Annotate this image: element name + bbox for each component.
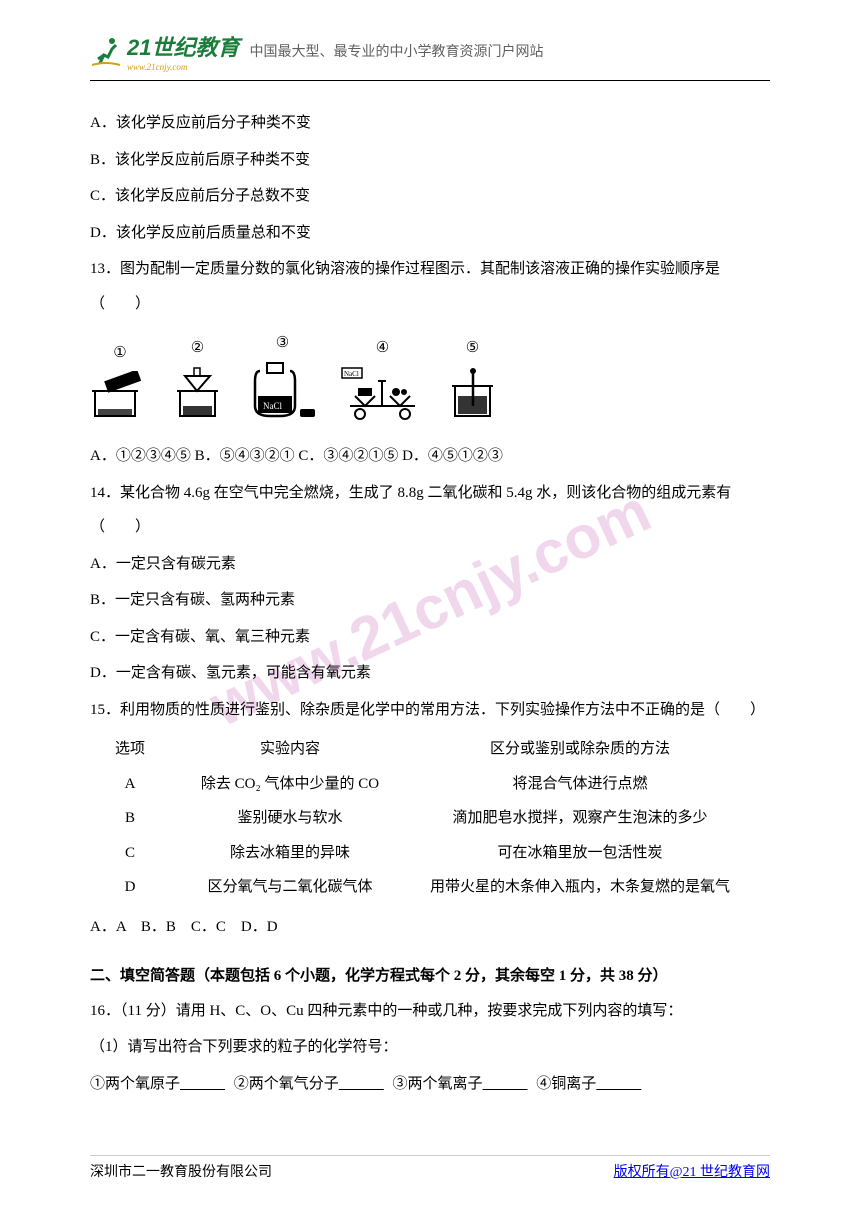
q14-text: 14．某化合物 4.6g 在空气中完全燃烧，生成了 8.8g 二氧化碳和 5.4…	[90, 476, 770, 545]
th-content: 实验内容	[170, 732, 410, 767]
logo: 21世纪教育 www.21cnjy.com	[90, 30, 239, 72]
q13-text: 13．图为配制一定质量分数的氯化钠溶液的操作过程图示．其配制该溶液正确的操作实验…	[90, 252, 770, 321]
q12-option-c: C．该化学反应前后分子总数不变	[90, 179, 770, 214]
diagram-3: ③ NaCl	[245, 326, 320, 434]
blank-3	[483, 1067, 533, 1102]
table-row: D 区分氧气与二氧化碳气体 用带火星的木条伸入瓶内，木条复燃的是氧气	[90, 870, 770, 905]
q12-option-d: D．该化学反应前后质量总和不变	[90, 216, 770, 251]
diagram-2: ②	[170, 331, 225, 434]
blank-2	[339, 1067, 389, 1102]
q16-sub2: ①两个氧原子 ②两个氧气分子 ③两个氧离子 ④铜离子	[90, 1067, 770, 1102]
footer-company: 深圳市二一教育股份有限公司	[90, 1161, 272, 1181]
table-row: A 除去 CO₂ 气体中少量的 CO 将混合气体进行点燃	[90, 767, 770, 802]
diagram-4: ④ NaCl	[340, 331, 425, 434]
logo-url: www.21cnjy.com	[127, 62, 239, 72]
page-header: 21世纪教育 www.21cnjy.com 中国最大型、最专业的中小学教育资源门…	[90, 30, 770, 81]
svg-text:NaCl: NaCl	[263, 401, 282, 411]
q13-diagrams: ① ② ③	[90, 326, 770, 434]
logo-runner-icon	[90, 35, 122, 67]
q13-options: A．①②③④⑤ B．⑤④③②① C．③④②①⑤ D．④⑤①②③	[90, 439, 770, 474]
th-option: 选项	[90, 732, 170, 767]
blank-4	[596, 1067, 646, 1102]
blank-1	[180, 1067, 230, 1102]
logo-title: 21世纪教育	[127, 30, 239, 62]
content-body: A．该化学反应前后分子种类不变 B．该化学反应前后原子种类不变 C．该化学反应前…	[90, 106, 770, 1101]
q15-table: 选项 实验内容 区分或鉴别或除杂质的方法 A 除去 CO₂ 气体中少量的 CO …	[90, 732, 770, 905]
q14-option-a: A．一定只含有碳元素	[90, 547, 770, 582]
q16-text: 16．（11 分）请用 H、C、O、Cu 四种元素中的一种或几种，按要求完成下列…	[90, 994, 770, 1029]
q14-option-d: D．一定含有碳、氢元素，可能含有氧元素	[90, 656, 770, 691]
logo-text: 21世纪教育 www.21cnjy.com	[127, 30, 239, 72]
footer-copyright-link[interactable]: 版权所有@21 世纪教育网	[614, 1161, 770, 1181]
q15-options: A．A B．B C．C D．D	[90, 910, 770, 945]
th-method: 区分或鉴别或除杂质的方法	[410, 732, 750, 767]
table-header-row: 选项 实验内容 区分或鉴别或除杂质的方法	[90, 732, 770, 767]
q12-option-b: B．该化学反应前后原子种类不变	[90, 143, 770, 178]
diagram-1: ①	[90, 336, 150, 434]
table-row: C 除去冰箱里的异味 可在冰箱里放一包活性炭	[90, 836, 770, 871]
q16-sub1: （1）请写出符合下列要求的粒子的化学符号：	[90, 1030, 770, 1065]
header-tagline: 中国最大型、最专业的中小学教育资源门户网站	[249, 41, 543, 61]
q15-text: 15．利用物质的性质进行鉴别、除杂质是化学中的常用方法．下列实验操作方法中不正确…	[90, 693, 770, 728]
table-row: B 鉴别硬水与软水 滴加肥皂水搅拌，观察产生泡沫的多少	[90, 801, 770, 836]
diagram-5: ⑤	[445, 331, 500, 434]
page-footer: 深圳市二一教育股份有限公司 版权所有@21 世纪教育网	[90, 1155, 770, 1181]
q12-option-a: A．该化学反应前后分子种类不变	[90, 106, 770, 141]
section2-title: 二、填空简答题（本题包括 6 个小题，化学方程式每个 2 分，其余每空 1 分，…	[90, 959, 770, 994]
q14-option-b: B．一定只含有碳、氢两种元素	[90, 583, 770, 618]
q14-option-c: C．一定含有碳、氧、氧三种元素	[90, 620, 770, 655]
svg-text:NaCl: NaCl	[344, 370, 359, 378]
